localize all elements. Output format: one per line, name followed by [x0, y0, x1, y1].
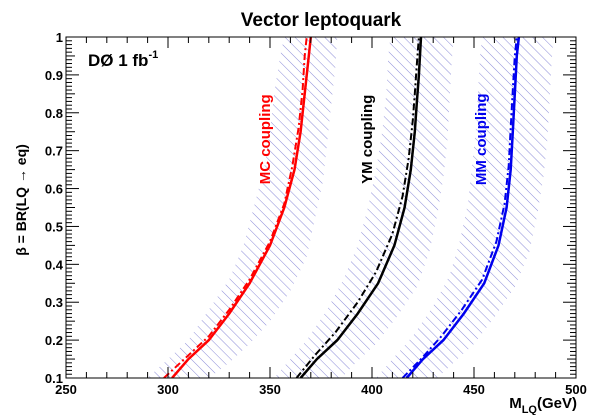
x-tick-label: 300 [157, 382, 179, 397]
experiment-annotation: DØ 1 fb-1 [88, 49, 158, 70]
uncertainty-bands [147, 37, 554, 378]
y-tick-label: 0.6 [45, 182, 63, 197]
y-tick-label: 0.8 [45, 106, 63, 121]
y-tick-label: 0.1 [45, 371, 63, 386]
x-tick-label: 500 [565, 382, 587, 397]
limit-curves [163, 37, 521, 378]
y-axis-label: β = BR(LQ → eq) [13, 144, 29, 256]
mm-coupling-observed-line [405, 37, 521, 378]
y-tick-label: 1 [56, 30, 63, 45]
mc-coupling-observed-line [171, 37, 313, 378]
x-axis-label-main: M [509, 395, 522, 412]
x-tick-label: 450 [463, 382, 485, 397]
axis-ticks: 250 300 350 400 450 500 0.1 0.2 0.3 0.4 0.5 0.6 0.7 0… [45, 30, 587, 397]
mm-coupling-expected-line [401, 37, 518, 378]
chart-title: Vector leptoquark [241, 10, 402, 31]
experiment-annotation-superscript: -1 [148, 49, 158, 61]
y-tick-label: 0.9 [45, 68, 63, 83]
mc-coupling-label: MC coupling [257, 94, 274, 184]
mm-coupling-band [376, 37, 554, 378]
y-tick-label: 0.2 [45, 333, 63, 348]
x-tick-label: 250 [55, 382, 77, 397]
y-tick-label: 0.5 [45, 219, 63, 234]
x-tick-label: 400 [361, 382, 383, 397]
experiment-annotation-main: DØ 1 fb [88, 51, 148, 70]
ym-coupling-label: YM coupling [359, 95, 376, 184]
x-axis-label-sub: LQ [522, 404, 538, 415]
ym-coupling-expected-line [295, 37, 420, 378]
y-tick-label: 0.3 [45, 295, 63, 310]
curve-labels: MC coupling YM coupling MM coupling [257, 93, 490, 185]
mc-coupling-expected-line [163, 37, 308, 378]
y-tick-label: 0.7 [45, 144, 63, 159]
ym-coupling-observed-line [299, 37, 423, 378]
mm-coupling-label: MM coupling [473, 93, 490, 185]
x-tick-label: 350 [259, 382, 281, 397]
y-tick-label: 0.4 [45, 257, 64, 272]
x-axis-label-suffix: (GeV) [537, 395, 577, 412]
mc-coupling-band [147, 37, 338, 378]
x-axis-label: MLQ(GeV) [509, 395, 577, 415]
ym-coupling-band [274, 37, 454, 378]
